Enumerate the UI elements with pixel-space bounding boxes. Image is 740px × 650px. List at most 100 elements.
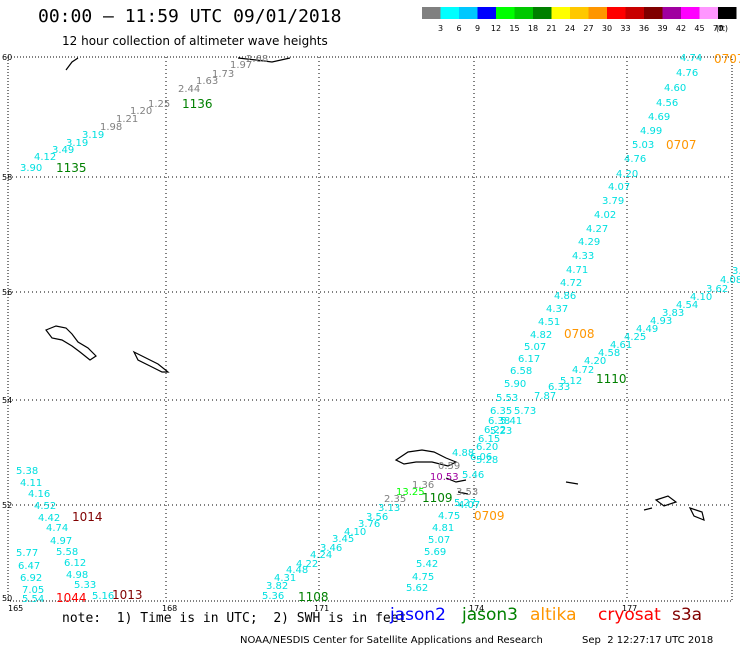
swh-value-label: 5.41: [500, 416, 522, 427]
swh-value-label: 4.54: [676, 300, 698, 311]
swh-value-label: 4.74: [680, 53, 702, 64]
lat-tick-label: 56: [2, 288, 12, 297]
legend-swatch: [514, 7, 533, 19]
swh-labels: 2.681.971.731.632.441.251.201.211.983.19…: [16, 53, 740, 605]
swh-value-label: 5.42: [416, 559, 438, 570]
legend-tick-label: 27: [583, 24, 593, 33]
swh-value-label: 5.16: [92, 591, 114, 602]
legend-tick-label: 39: [657, 24, 667, 33]
swh-value-label: 1.25: [148, 99, 170, 110]
swh-value-label: 10.53: [430, 472, 459, 483]
legend-swatch: [551, 7, 570, 19]
map-subtitle: 12 hour collection of altimeter wave hei…: [62, 34, 328, 48]
time-label: 1014: [72, 510, 103, 524]
swh-value-label: 3.82: [266, 581, 288, 592]
coastline-path: [394, 449, 458, 467]
lon-tick-label: 171: [314, 604, 329, 613]
swh-value-label: 4.76: [676, 68, 698, 79]
legend-swatch: [496, 7, 515, 19]
swh-value-label: 6.58: [510, 366, 532, 377]
swh-value-label: 6.33: [548, 382, 570, 393]
time-label: 0709: [474, 509, 505, 523]
swh-value-label: 1.20: [130, 106, 152, 117]
swh-value-label: 6.12: [64, 558, 86, 569]
legend-swatch: [440, 7, 459, 19]
time-label: 1044: [56, 591, 87, 605]
swh-value-label: 4.48: [286, 565, 308, 576]
swh-value-label: 4.10: [690, 292, 712, 303]
legend-swatch: [625, 7, 644, 19]
sat-s3a: s3a: [672, 605, 703, 625]
swh-value-label: 4.74: [46, 523, 68, 534]
swh-value-label: 1.97: [230, 60, 252, 71]
swh-value-label: 4.76: [624, 154, 646, 165]
time-labels: 1136 1135 0707 0707 0708 1110 1109 0709 1108 1014…: [56, 52, 740, 605]
swh-value-label: 4.42: [38, 513, 60, 524]
swh-value-label: 3.53: [456, 487, 478, 498]
swh-value-label: 5.07: [428, 535, 450, 546]
map-frame: [7, 56, 733, 602]
lon-tick-label: 177: [622, 604, 637, 613]
swh-value-label: 5.69: [424, 547, 446, 558]
swh-value-label: 4.29: [578, 237, 600, 248]
swh-value-label: 4.82: [530, 330, 552, 341]
swh-value-label: 6.06: [470, 452, 492, 463]
swh-value-label: 4.56: [656, 98, 678, 109]
swh-value-label: 3.56: [366, 512, 388, 523]
swh-value-label: 5.07: [524, 342, 546, 353]
swh-value-label: 4.61: [610, 340, 632, 351]
swh-value-label: 4.99: [640, 126, 662, 137]
timestamp-text: Sep 2 12:27:17 UTC 2018: [582, 635, 714, 646]
legend-unit-label: (ft): [716, 24, 728, 33]
swh-value-label: 5.12: [560, 376, 582, 387]
legend-swatch: [644, 7, 663, 19]
swh-value-label: 6.22: [484, 425, 506, 436]
swh-value-label: 4.11: [20, 478, 42, 489]
time-label: 1013: [112, 588, 143, 602]
swh-value-label: 7.05: [22, 585, 44, 596]
swh-value-label: 13.25: [396, 487, 425, 498]
swh-value-label: 4.20: [616, 169, 638, 180]
swh-value-label: 5.90: [504, 379, 526, 390]
time-label: 0707: [666, 138, 697, 152]
coastline-path: [445, 477, 469, 495]
legend-tick-label: 70: [713, 24, 723, 33]
legend-swatch: [607, 7, 626, 19]
credit-text: NOAA/NESDIS Center for Satellite Applica…: [240, 635, 543, 646]
swh-value-label: 5.53: [496, 393, 518, 404]
legend-tick-label: 42: [676, 24, 686, 33]
swh-value-label: 5.38: [16, 466, 38, 477]
swh-value-label: 6.38: [488, 416, 510, 427]
swh-value-label: 3.76: [358, 519, 380, 530]
swh-value-label: 5.77: [16, 548, 38, 559]
legend-tick-label: 21: [546, 24, 556, 33]
legend-swatch: [662, 7, 681, 19]
coastline-path: [65, 57, 291, 71]
swh-value-label: 4.10: [344, 527, 366, 538]
swh-value-label: 4.52: [34, 501, 56, 512]
swh-value-label: 1.73: [212, 69, 234, 80]
swh-value-label: 3.19: [82, 130, 104, 141]
legend-tick-label: 30: [602, 24, 612, 33]
swh-value-label: 5.73: [514, 406, 536, 417]
lon-tick-label: 174: [469, 604, 484, 613]
swh-value-label: 6.92: [20, 573, 42, 584]
swh-value-label: 5.03: [632, 140, 654, 151]
coastline-path: [45, 325, 97, 361]
color-legend: 3 6 9 12 15 18 21 24 27 30 33 36 39 42 45 70(ft): [422, 7, 737, 33]
legend-tick-label: 12: [491, 24, 501, 33]
swh-value-label: 3.19: [66, 138, 88, 149]
swh-value-label: 0.59: [438, 461, 460, 472]
lat-tick-label: 52: [2, 501, 12, 510]
legend-swatch: [477, 7, 496, 19]
swh-value-label: 7.87: [534, 391, 556, 402]
swh-value-label: 6.20: [476, 442, 498, 453]
swh-value-label: 6.35: [490, 406, 512, 417]
swh-value-label: 4.69: [648, 112, 670, 123]
swh-value-label: 5.33: [74, 580, 96, 591]
swh-value-label: 4.98: [66, 570, 88, 581]
swh-value-label: 4.07: [608, 182, 630, 193]
swh-value-label: 5.36: [262, 591, 284, 602]
swh-value-label: 4.75: [438, 511, 460, 522]
